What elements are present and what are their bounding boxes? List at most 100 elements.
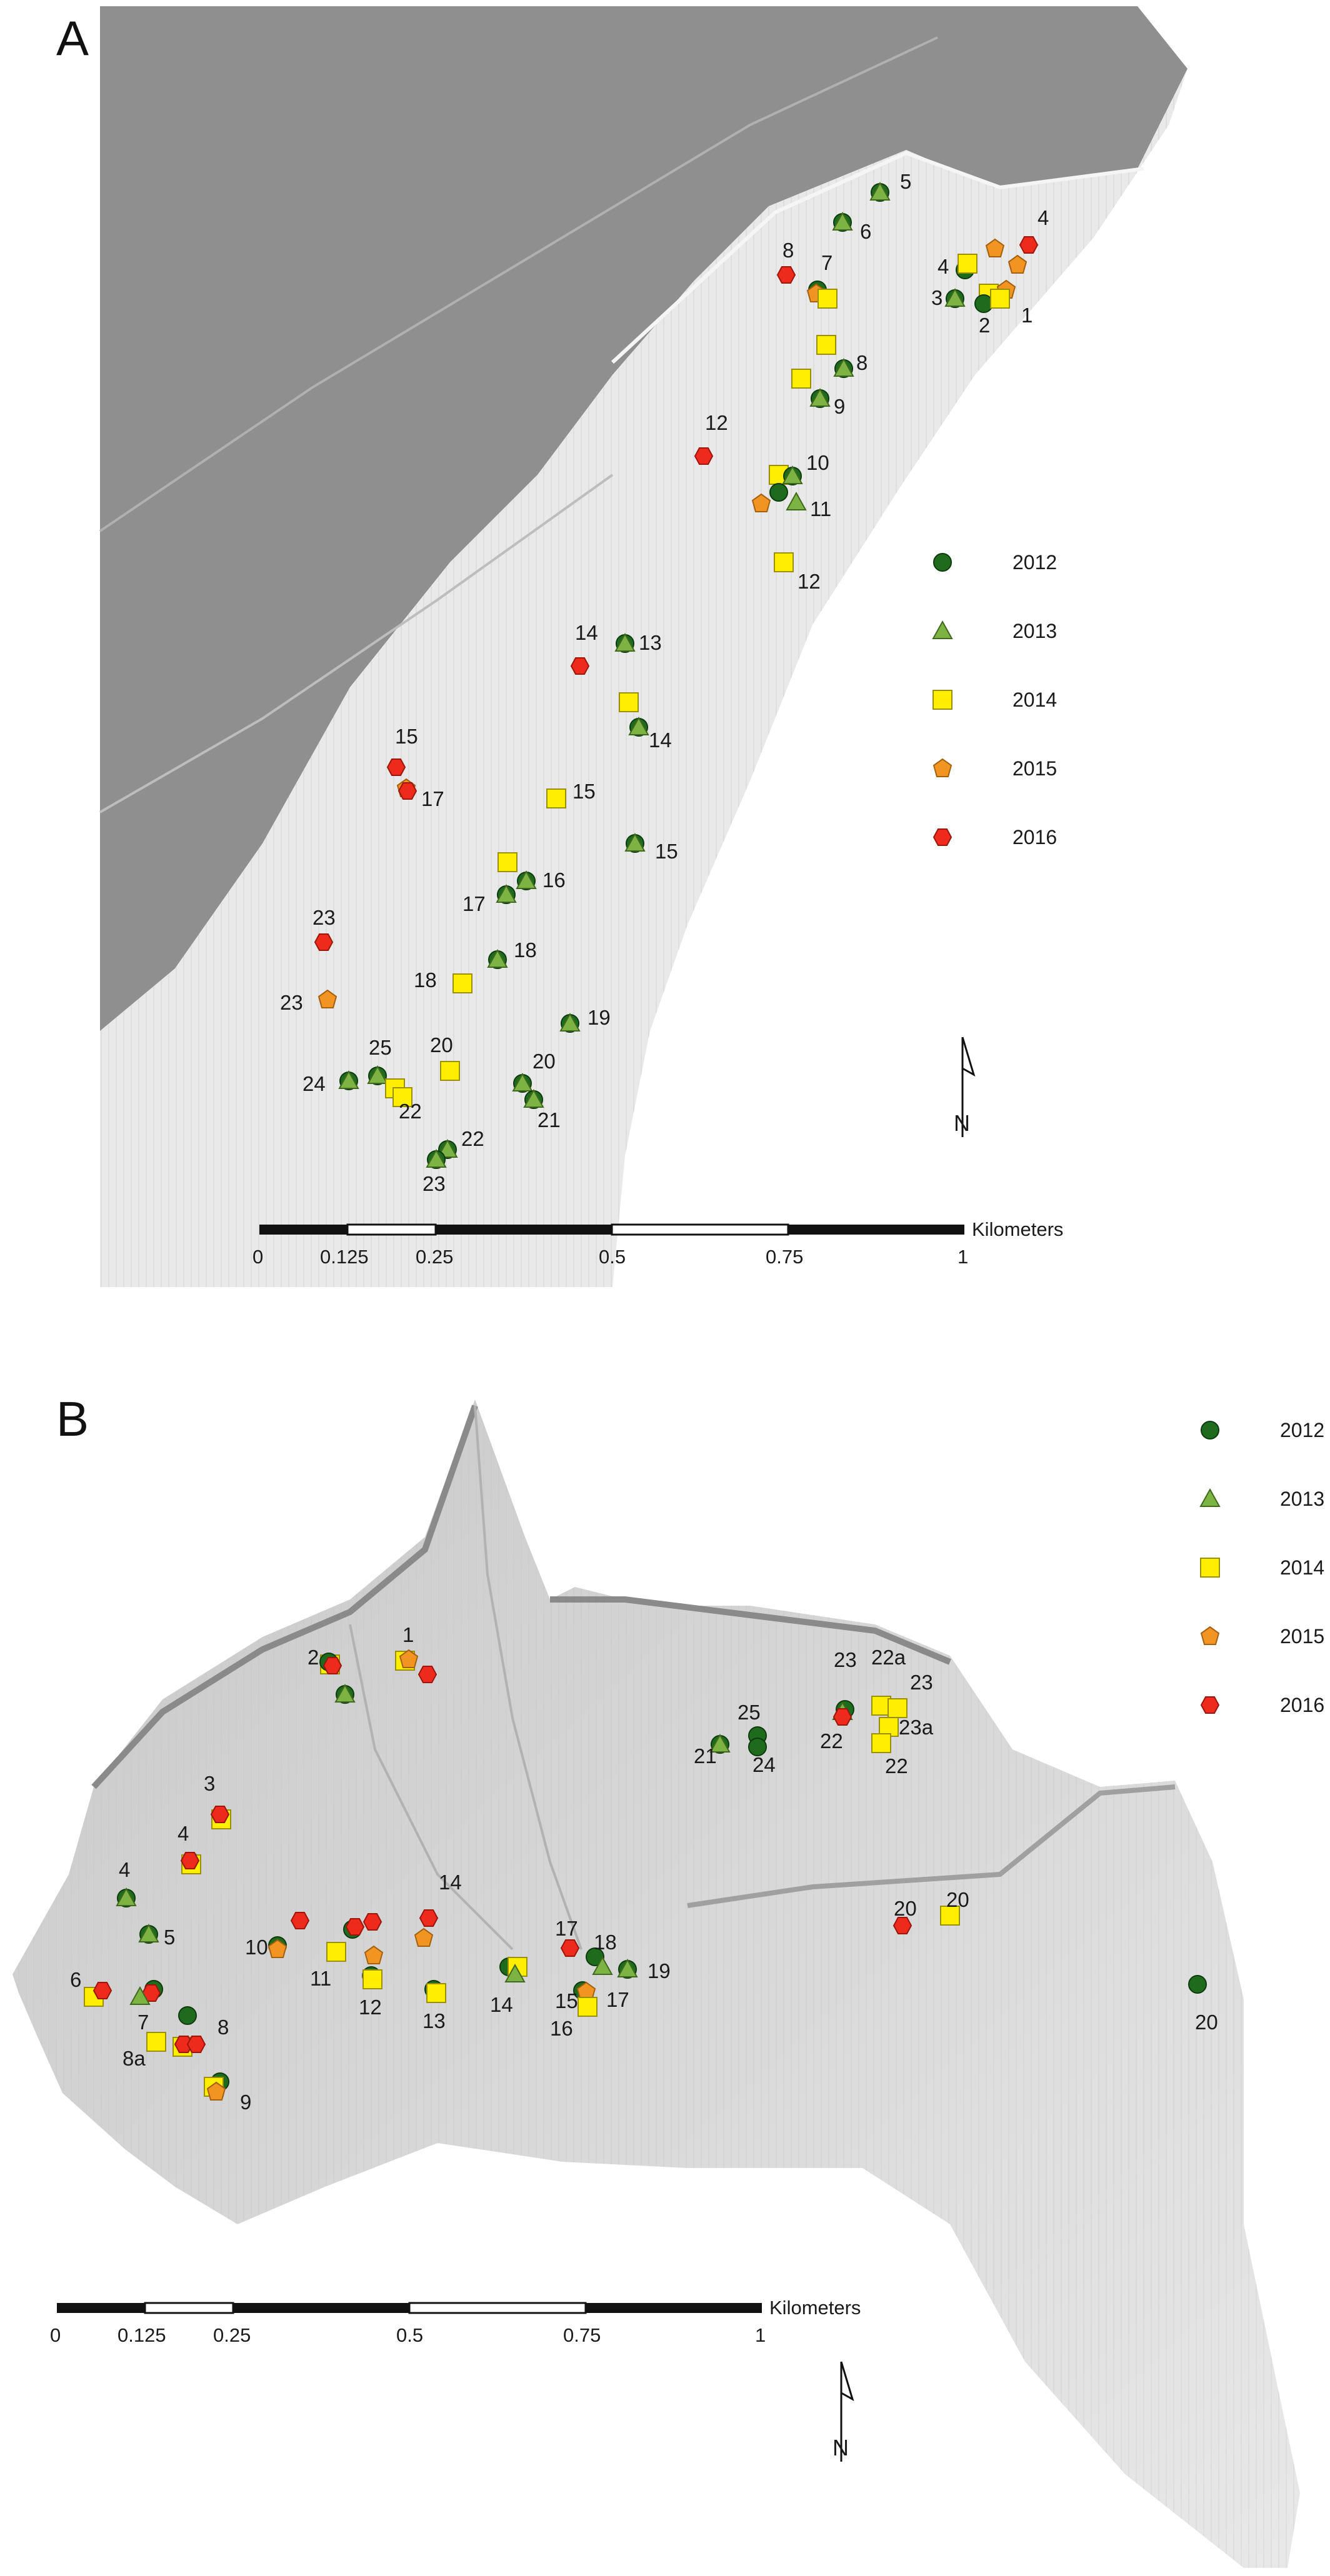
panel-b-site-label: 8a	[122, 2047, 146, 2070]
panel-a-site-label: 9	[834, 395, 845, 418]
panel-a-marker-triangle-2013-21	[833, 357, 854, 377]
panel-a-site-label: 12	[798, 570, 821, 593]
legend-a-2015: 2015	[932, 757, 1057, 780]
panel-a-north-arrow: N	[954, 1037, 976, 1137]
panel-b-marker-hexagon-2016-67	[892, 1917, 912, 1934]
panel-a-marker-square-2014-14	[990, 289, 1010, 309]
panel-a-marker-triangle-2013-10	[944, 287, 966, 307]
panel-b-marker-hexagon-2016-23	[362, 1913, 382, 1931]
panel-a-white-margin	[0, 1287, 1330, 1362]
panel-b-site-label: 4	[178, 1822, 189, 1845]
panel-b-site-label: 13	[422, 2009, 446, 2032]
scale-a-tick-0: 0	[252, 1246, 263, 1268]
scale-a-tick-4: 0.75	[766, 1246, 803, 1268]
panel-a-marker-triangle-2013-71	[426, 1148, 447, 1168]
panel-a-marker-triangle-2013-69	[437, 1138, 458, 1158]
panel-b-marker-hexagon-2016-52	[186, 2036, 206, 2053]
legend-a-2012: 2012	[933, 551, 1057, 574]
panel-b-marker-square-2014-26	[326, 1942, 346, 1962]
panel-a-site-label: 7	[821, 251, 832, 274]
panel-b-site-label: 23	[910, 1671, 933, 1694]
panel-b-scale-bar: 0 0.125 0.25 0.5 0.75 1 Kilometers	[50, 2297, 861, 2346]
scale-b-tick-2: 0.25	[213, 2324, 251, 2346]
panel-b-marker-square-2014-64	[888, 1698, 908, 1718]
panel-a-site-label: 1	[1021, 304, 1032, 327]
panel-b-site-label: 22a	[871, 1646, 906, 1669]
panel-a-site-label: 13	[639, 631, 662, 654]
panel-b-site-label: 17	[606, 1988, 629, 2011]
panel-a-marker-triangle-2013-65	[512, 1072, 533, 1092]
panel-b-ridge-1	[91, 1405, 478, 1789]
panel-a-marker-square-2014-54	[452, 973, 472, 993]
panel-a-marker-square-2014-63	[392, 1087, 412, 1107]
scale-b-tick-4: 0.75	[563, 2324, 601, 2346]
panel-a-site-label: 23	[280, 991, 303, 1014]
panel-b-site-label: 17	[555, 1917, 578, 1940]
panel-b-north-arrow: N	[832, 2361, 854, 2462]
scale-a-seg-3	[436, 1225, 612, 1235]
panel-a-site-label: 2	[979, 314, 990, 337]
panel-a-marker-hexagon-2016-39	[386, 758, 406, 776]
panel-a-site-label: 17	[421, 787, 444, 810]
panel-a-marker-triangle-2013-52	[487, 948, 508, 968]
legend-a-2013-marker	[932, 620, 953, 639]
legend-b-2013-label: 2013	[1280, 1488, 1324, 1510]
panel-a-labels: 1234456788910111212131414151515161717181…	[280, 170, 1049, 1195]
panel-b-marker-square-2014-49	[146, 2032, 166, 2052]
panel-b-marker-pentagon-2015-4	[399, 1649, 419, 1668]
scale-a-seg-5	[788, 1225, 964, 1235]
panel-a-site-label: 22	[399, 1100, 422, 1123]
panel-b-site-label: 16	[550, 2017, 573, 2040]
panel-a-marker-pentagon-2015-30	[751, 493, 771, 512]
legend-b-2014-marker	[1200, 1558, 1220, 1578]
panel-a-marker-square-2014-32	[774, 552, 794, 572]
legend-b-2014: 2014	[1200, 1556, 1324, 1579]
panel-b-site-label: 21	[694, 1744, 717, 1768]
panel-b-letter: B	[56, 1391, 89, 1446]
panel-b-marker-square-2014-42	[578, 1997, 598, 2017]
panel-a-marker-hexagon-2016-41	[398, 782, 418, 800]
legend-a-2013-label: 2013	[1012, 620, 1057, 642]
panel-b-site-label: 22	[820, 1729, 843, 1753]
panel-b-site-label: 24	[752, 1753, 776, 1776]
legend-b-2012-label: 2012	[1280, 1419, 1324, 1441]
panel-b-site-label: 6	[70, 1968, 81, 1991]
panel-a-marker-triangle-2013-56	[559, 1012, 581, 1032]
legend-a-2015-marker	[932, 758, 952, 777]
panel-b-marker-pentagon-2015-55	[206, 2081, 226, 2101]
panel-b-marker-hexagon-2016-5	[418, 1666, 438, 1683]
panel-a-marker-triangle-2013-44	[624, 832, 646, 852]
panel-b-marker-square-2014-68	[940, 1906, 960, 1926]
panel-b-marker-circle-2012-59	[748, 1738, 767, 1756]
panel-a-site-label: 18	[414, 968, 437, 992]
scale-a-seg-4	[611, 1223, 789, 1236]
legend-a-2016: 2016	[932, 826, 1057, 848]
panel-b-marker-square-2014-66	[871, 1733, 891, 1753]
panel-b-points	[84, 1649, 1207, 2101]
north-arrow-b-shape	[840, 2361, 854, 2462]
panel-b-site-label: 12	[359, 1996, 382, 2019]
panel-b-marker-circle-2012-48	[178, 2006, 197, 2025]
scale-b-tick-0: 0	[50, 2324, 61, 2346]
scale-b-seg-4	[408, 2302, 587, 2314]
panel-a-site-label: 4	[1038, 206, 1049, 229]
panel-a-marker-triangle-2013-24	[809, 387, 831, 407]
panel-b-marker-triangle-2013-37	[592, 1956, 613, 1975]
panel-b-site-label: 14	[439, 1871, 462, 1894]
panel-b-site-label: 3	[204, 1772, 215, 1795]
panel-b-marker-square-2014-29	[362, 1969, 382, 1989]
panel-b-marker-hexagon-2016-62	[832, 1708, 852, 1726]
panel-b-marker-hexagon-2016-44	[92, 1982, 112, 1999]
panel-b-marker-square-2014-31	[426, 1983, 446, 2003]
panel-a-marker-triangle-2013-59	[338, 1070, 359, 1089]
panel-a-hatch	[100, 69, 1188, 1287]
panel-a-marker-pentagon-2015-6	[985, 238, 1005, 257]
panel-b-marker-hexagon-2016-2	[322, 1657, 342, 1674]
panel-a-marker-square-2014-57	[440, 1061, 460, 1081]
panel-a-site-label: 8	[782, 239, 794, 262]
panel-b-hatch	[12, 1400, 1300, 2568]
panel-a-marker-square-2014-18	[818, 289, 838, 309]
panel-b-site-label: 19	[648, 1959, 671, 1982]
panel-b-marker-triangle-2013-34	[504, 1963, 526, 1982]
panel-a-marker-triangle-2013-3	[832, 211, 853, 231]
